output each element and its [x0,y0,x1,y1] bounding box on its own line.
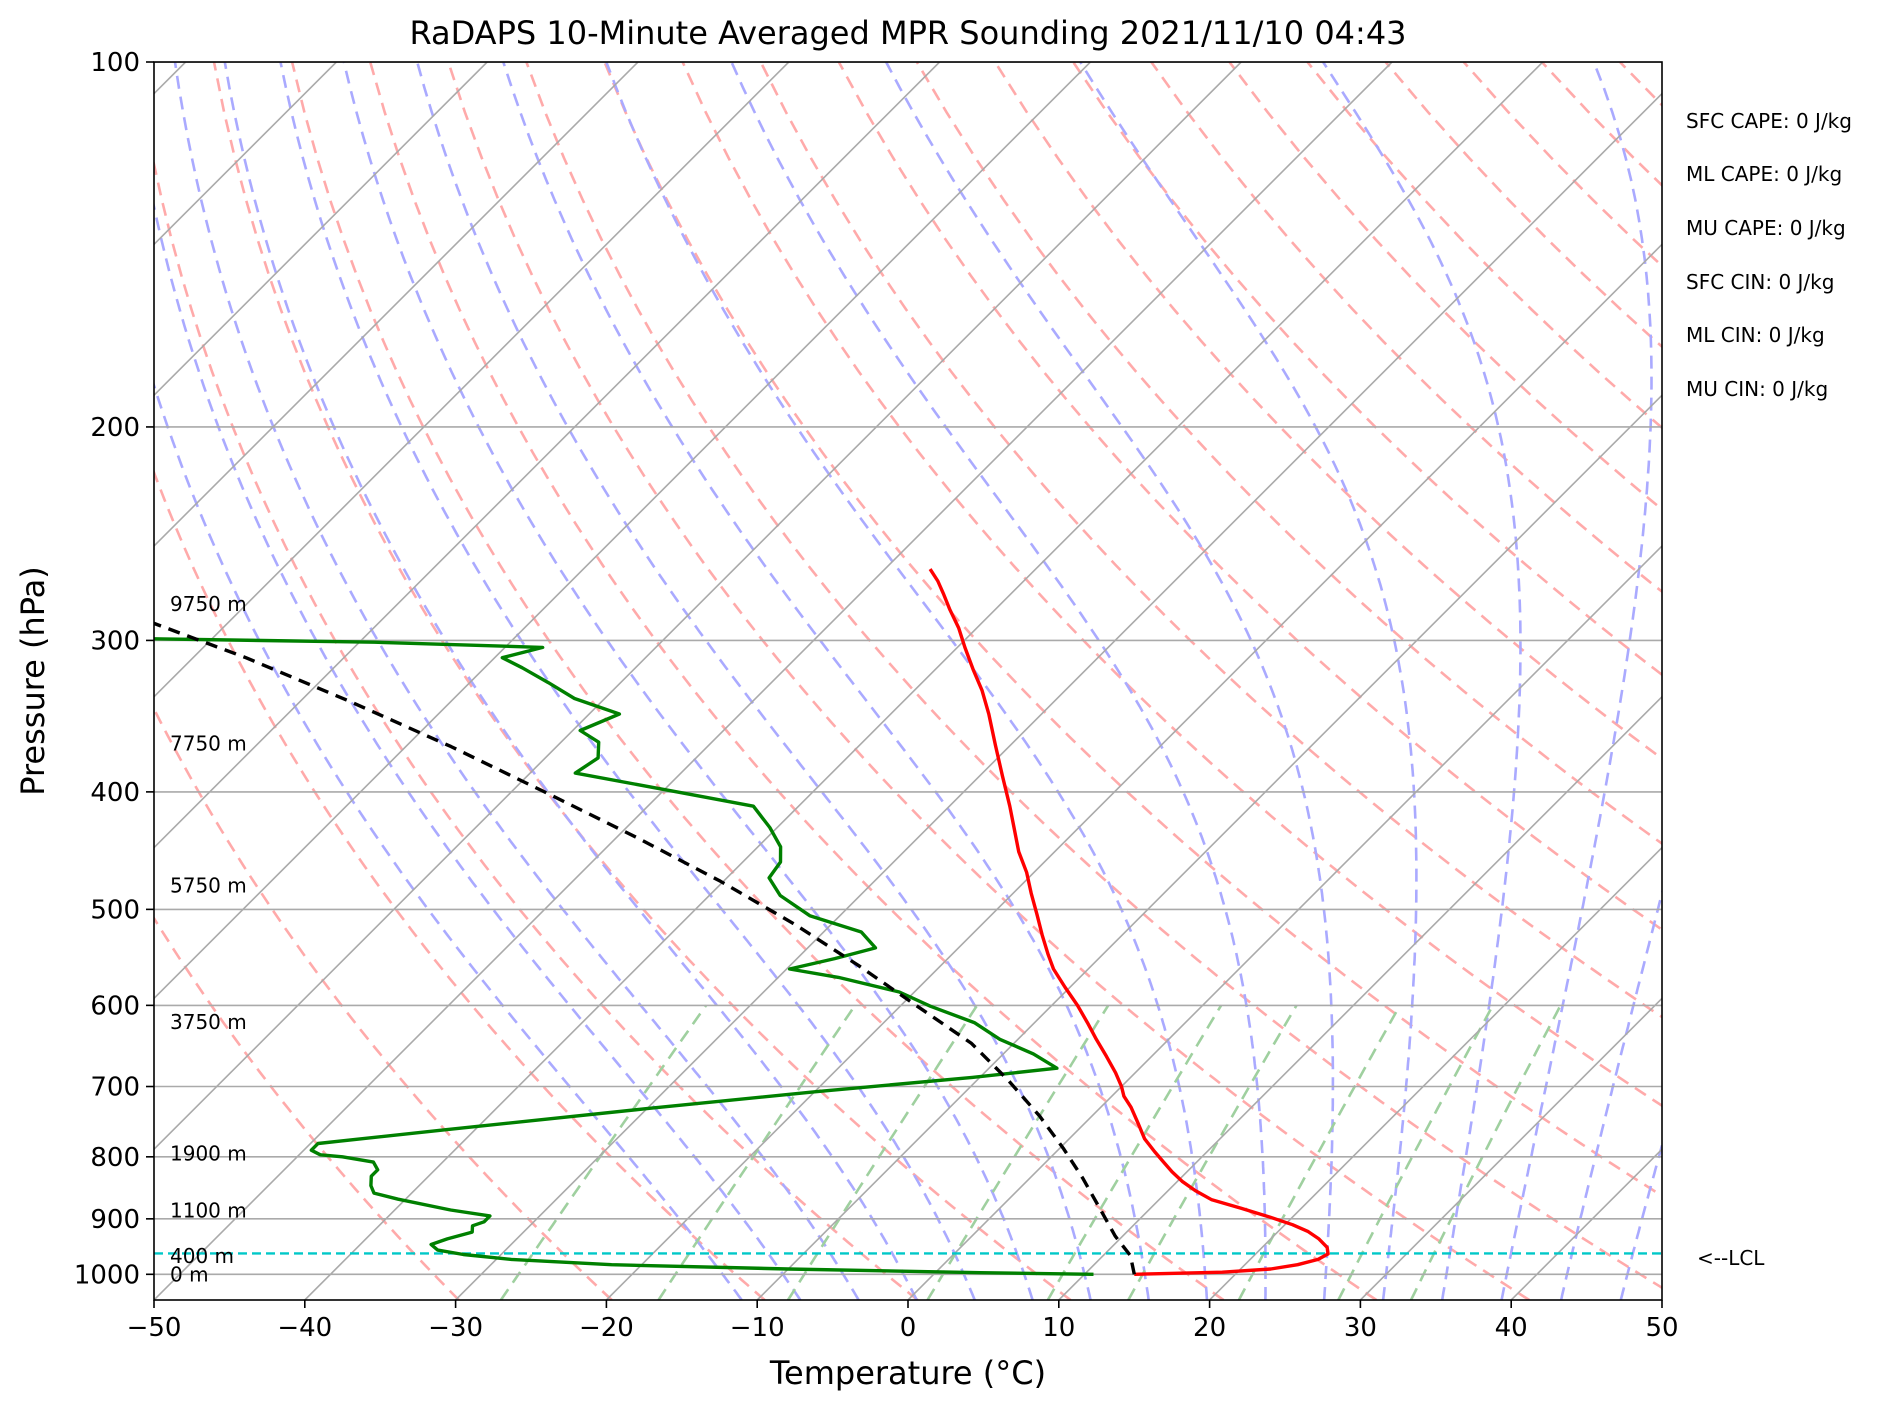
dewpoint-line [154,637,1094,1276]
height-label: 1100 m [170,1199,247,1223]
dry-adiabat [993,62,1662,761]
x-tick-label: 20 [1193,1313,1226,1343]
mixing-ratio-line [657,1004,857,1300]
x-tick-label: −20 [579,1313,634,1343]
mu-cin-label: MU CIN: 0 J/kg [1686,377,1828,401]
x-tick-label: −50 [127,1313,182,1343]
moist-adiabat [1500,62,1653,1300]
x-tick-label: 10 [1042,1313,1075,1343]
isotherm [455,92,1662,1300]
mixing-ratio-line [1237,1004,1402,1300]
y-tick-label: 1000 [74,1260,140,1290]
height-label: 0 m [170,1262,209,1286]
ml-cin-label: ML CIN: 0 J/kg [1686,323,1825,347]
height-label: 1900 m [170,1142,247,1166]
sfc-cape-label: SFC CAPE: 0 J/kg [1686,109,1852,133]
moist-adiabat [502,62,1150,1300]
mixing-ratio-line [1409,1004,1562,1300]
ml-cape-label: ML CAPE: 0 J/kg [1686,162,1842,186]
moist-adiabat [1619,1140,1662,1300]
dry-adiabat [154,158,919,1300]
moist-adiabat [1079,62,1418,1300]
moist-adiabat [154,200,802,1300]
y-tick-label: 400 [90,778,140,808]
moist-adiabat [415,62,1092,1300]
isotherm [154,62,1393,1300]
dry-adiabat [154,468,766,1300]
stability-indices: SFC CAPE: 0 J/kg ML CAPE: 0 J/kg MU CAPE… [1686,109,1852,401]
y-tick-label: 800 [90,1143,140,1173]
isotherm [1209,846,1662,1300]
y-tick-label: 500 [90,895,140,925]
sfc-cin-label: SFC CIN: 0 J/kg [1686,270,1834,294]
isotherm [907,544,1662,1300]
dry-adiabat [681,62,1662,1108]
isotherm [1359,997,1662,1300]
x-tick-label: −30 [428,1313,483,1343]
plot-area [154,62,1662,1300]
parcel-line [154,621,1136,1275]
isotherm [756,394,1662,1300]
height-label: 9750 m [170,592,247,616]
y-tick-label: 600 [90,991,140,1021]
y-tick-label: 900 [90,1205,140,1235]
height-labels: 9750 m 7750 m 5750 m 3750 m 1900 m 1100 m 400 … [170,592,247,1286]
mixing-ratio-line [926,1004,1110,1300]
dry-adiabat [759,62,1662,1019]
height-label: 5750 m [170,874,247,898]
dry-adiabat [368,62,1378,1300]
chart-title: RaDAPS 10-Minute Averaged MPR Sounding 2… [409,14,1406,52]
x-tick-label: −10 [730,1313,785,1343]
dry-adiabat [837,62,1662,932]
isotherm [154,62,1242,1151]
isotherm [1058,695,1662,1300]
y-axis-title: Pressure (hPa) [14,566,52,796]
temperature-line [928,568,1330,1276]
height-label: 3750 m [170,1010,247,1034]
y-tick-label: 100 [90,48,140,78]
moist-adiabat [223,62,918,1300]
isotherm [154,62,488,397]
x-axis-ticks: −50 −40 −30 −20 −10 0 10 20 30 40 50 [127,1300,1679,1343]
x-tick-label: 40 [1495,1313,1528,1343]
moist-adiabat [884,62,1335,1300]
y-tick-label: 300 [90,626,140,656]
isotherm [154,62,1091,1000]
y-tick-label: 200 [90,413,140,443]
x-tick-label: −40 [277,1313,332,1343]
height-label: 7750 m [170,732,247,756]
height-label: 400 m [170,1244,234,1268]
mixing-ratio-line [1337,1004,1494,1300]
mixing-ratio-line [786,1004,979,1300]
y-axis-ticks: 1000 900 800 700 600 500 400 300 200 100 [74,48,154,1290]
lcl-marker-label: <--LCL [1697,1246,1765,1270]
isotherm [154,62,639,548]
dry-adiabat [603,62,1662,1198]
dry-adiabat [1072,62,1662,677]
moist-adiabat [279,62,976,1300]
moist-adiabat [1559,888,1662,1300]
dry-adiabat [154,706,613,1300]
data-series [154,568,1662,1276]
x-tick-label: 30 [1344,1313,1377,1343]
isotherm [154,62,941,849]
isotherm [304,62,1544,1300]
x-tick-label: 50 [1645,1313,1678,1343]
mixing-ratio-line [1127,1004,1298,1300]
x-tick-label: 0 [900,1313,917,1343]
dry-adiabat [915,62,1662,846]
mixing-ratio-line [1046,1004,1223,1300]
moist-adiabat [173,62,860,1300]
y-tick-label: 700 [90,1073,140,1103]
moist-adiabat [154,381,743,1300]
moist-adiabat [1322,62,1522,1300]
isotherm [154,62,790,698]
x-axis-title: Temperature (°C) [769,1354,1046,1392]
mu-cape-label: MU CAPE: 0 J/kg [1686,216,1846,240]
dry-adiabat [447,62,1530,1300]
